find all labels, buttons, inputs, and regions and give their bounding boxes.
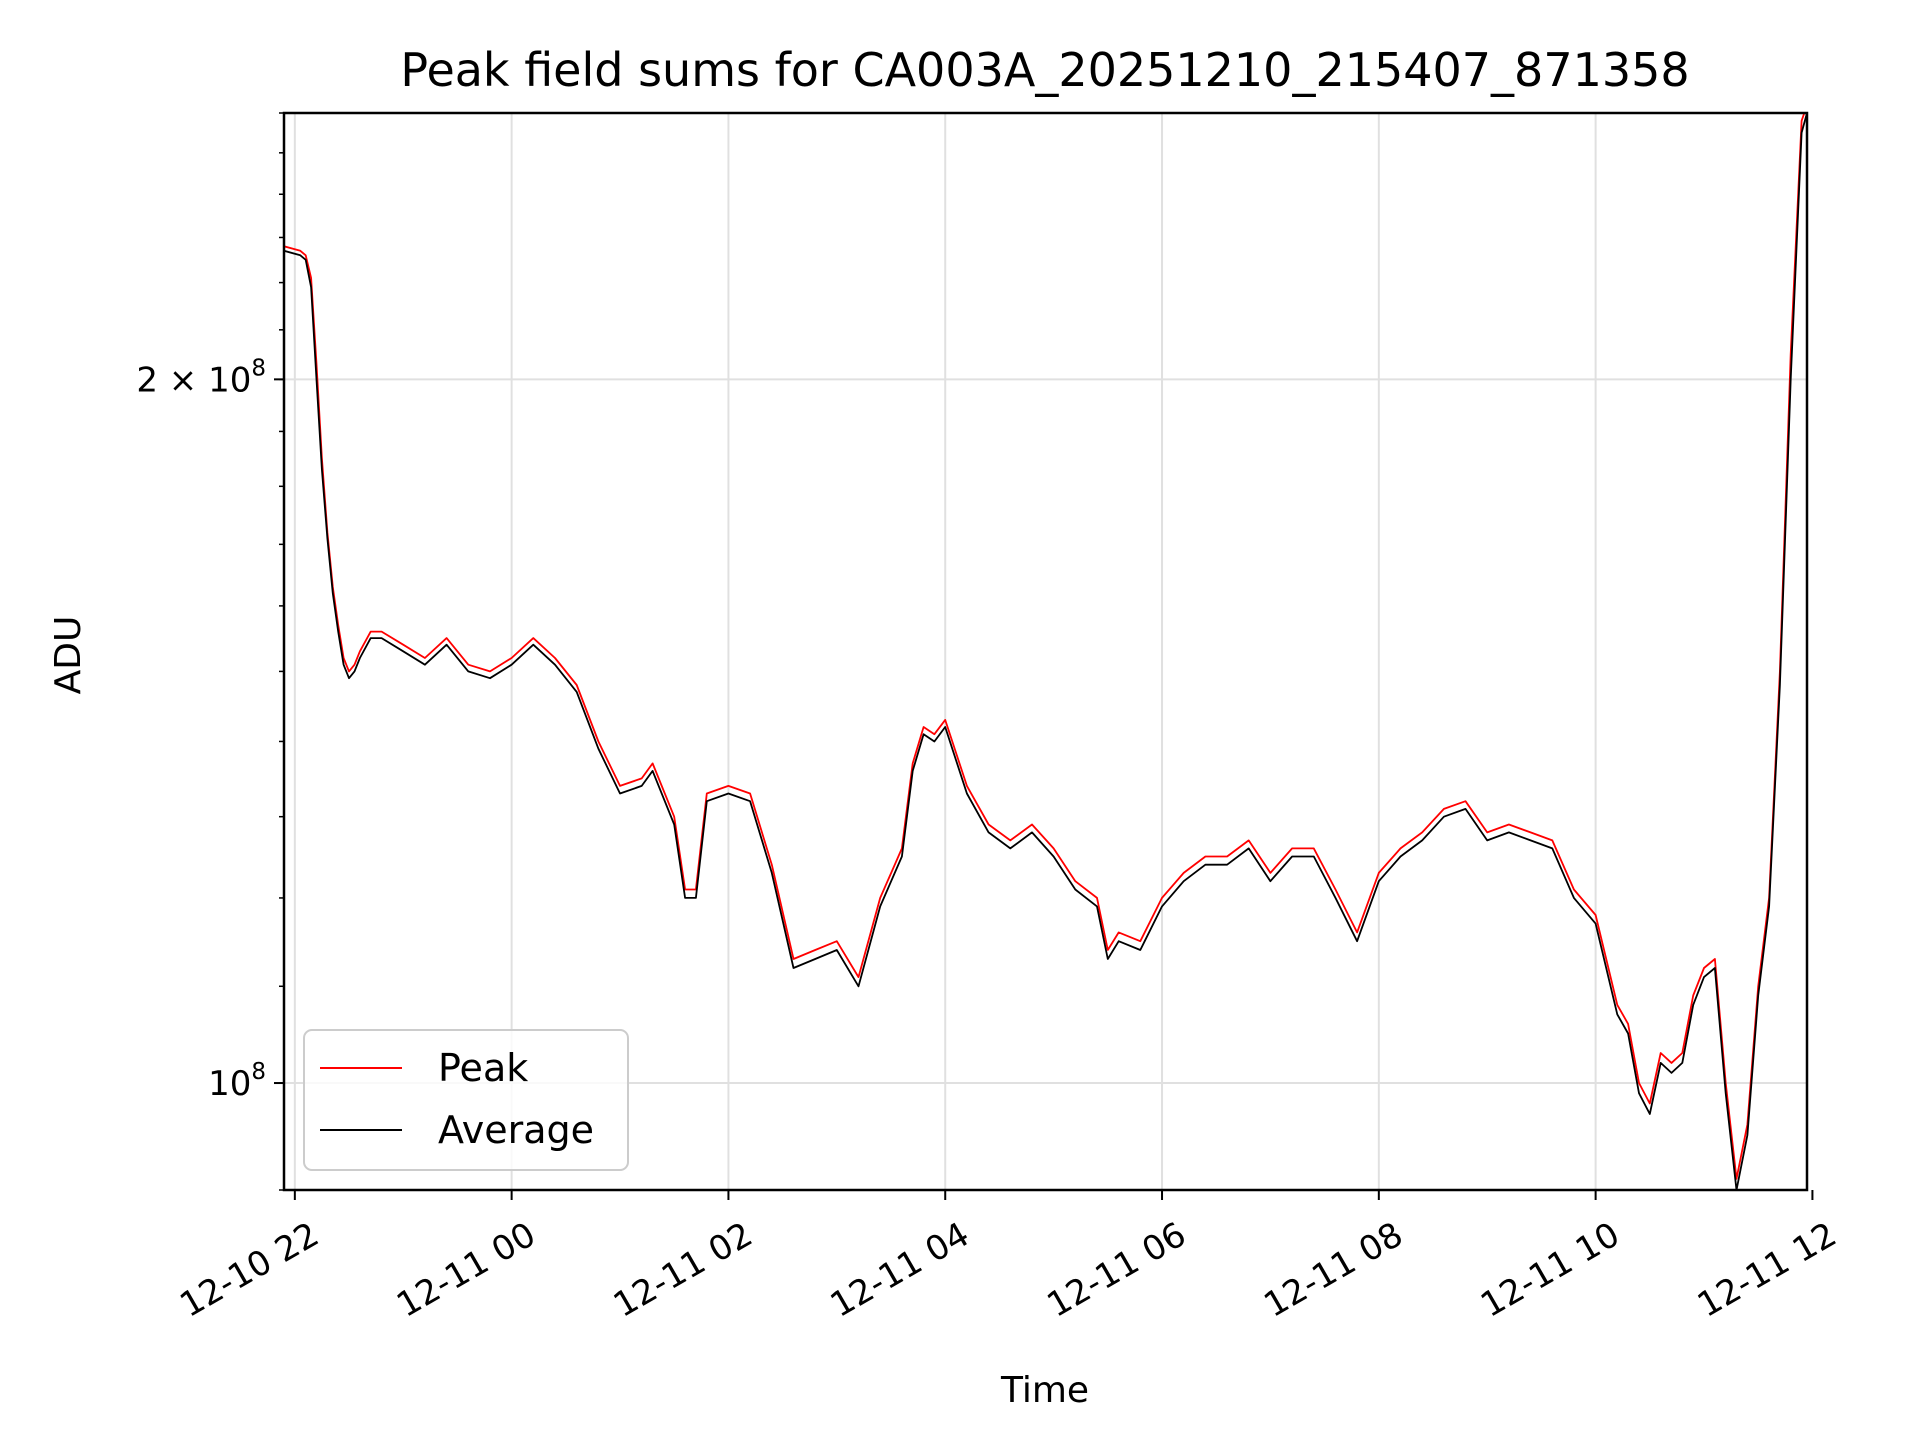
legend-label-peak: Peak bbox=[438, 1046, 528, 1090]
legend: Peak Average bbox=[303, 1029, 629, 1171]
series-line-peak bbox=[284, 113, 1806, 1180]
y-tick-label: 108 bbox=[208, 1059, 266, 1104]
y-tick-label: 2 × 108 bbox=[136, 355, 266, 400]
plot-background bbox=[284, 113, 1807, 1190]
series-layer bbox=[284, 113, 1807, 1190]
legend-box bbox=[303, 1029, 629, 1171]
plot-area bbox=[282, 111, 1809, 1192]
x-axis-label: Time bbox=[1000, 1370, 1089, 1411]
legend-label-average: Average bbox=[438, 1108, 594, 1152]
series-line-average bbox=[284, 113, 1807, 1190]
plot-frame bbox=[282, 111, 1809, 1192]
y-axis-label: ADU bbox=[48, 616, 89, 695]
grid bbox=[284, 113, 1807, 1190]
chart-title: Peak field sums for CA003A_20251210_2154… bbox=[400, 43, 1689, 97]
y-axis: 2 × 108 108 bbox=[136, 112, 284, 1191]
